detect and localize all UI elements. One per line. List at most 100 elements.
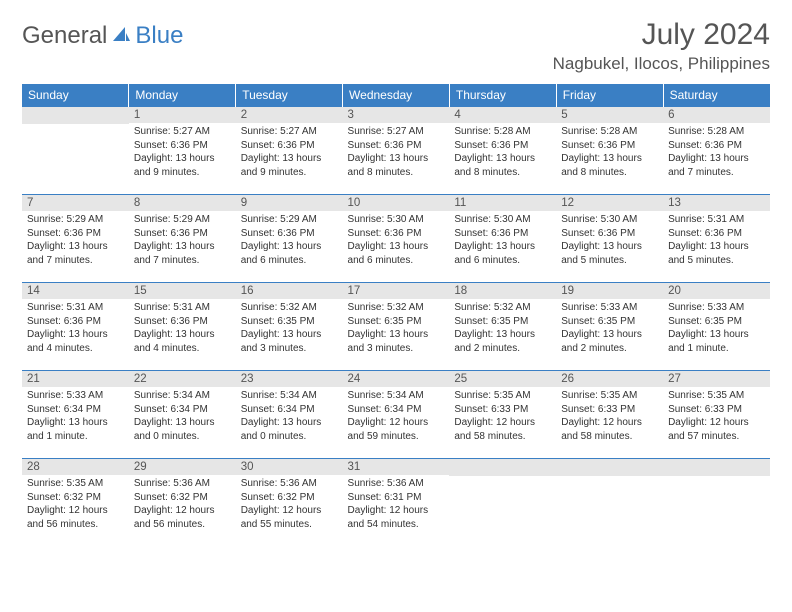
day-details: Sunrise: 5:34 AMSunset: 6:34 PMDaylight:…: [129, 387, 236, 445]
sunset-text: Sunset: 6:36 PM: [561, 227, 658, 241]
sunset-text: Sunset: 6:33 PM: [561, 403, 658, 417]
sunset-text: Sunset: 6:35 PM: [668, 315, 765, 329]
sunrise-text: Sunrise: 5:36 AM: [241, 477, 338, 491]
weekday-header: Saturday: [663, 84, 770, 107]
sunset-text: Sunset: 6:35 PM: [348, 315, 445, 329]
day-number: [22, 107, 129, 124]
sunrise-text: Sunrise: 5:33 AM: [668, 301, 765, 315]
day-number: 31: [343, 459, 450, 475]
day-number: 9: [236, 195, 343, 211]
sunrise-text: Sunrise: 5:34 AM: [348, 389, 445, 403]
day-details: Sunrise: 5:36 AMSunset: 6:31 PMDaylight:…: [343, 475, 450, 533]
daylight-text: Daylight: 13 hours and 2 minutes.: [561, 328, 658, 355]
day-number: 2: [236, 107, 343, 123]
daylight-text: Daylight: 12 hours and 56 minutes.: [27, 504, 124, 531]
sunset-text: Sunset: 6:34 PM: [134, 403, 231, 417]
day-details: Sunrise: 5:34 AMSunset: 6:34 PMDaylight:…: [236, 387, 343, 445]
daylight-text: Daylight: 13 hours and 3 minutes.: [348, 328, 445, 355]
sunrise-text: Sunrise: 5:27 AM: [134, 125, 231, 139]
day-details: Sunrise: 5:31 AMSunset: 6:36 PMDaylight:…: [663, 211, 770, 269]
daylight-text: Daylight: 13 hours and 5 minutes.: [668, 240, 765, 267]
day-details: Sunrise: 5:28 AMSunset: 6:36 PMDaylight:…: [449, 123, 556, 181]
sunset-text: Sunset: 6:36 PM: [454, 227, 551, 241]
calendar-day-cell: 8Sunrise: 5:29 AMSunset: 6:36 PMDaylight…: [129, 195, 236, 283]
sunset-text: Sunset: 6:35 PM: [241, 315, 338, 329]
sunrise-text: Sunrise: 5:28 AM: [668, 125, 765, 139]
sunrise-text: Sunrise: 5:35 AM: [668, 389, 765, 403]
day-details: Sunrise: 5:33 AMSunset: 6:34 PMDaylight:…: [22, 387, 129, 445]
daylight-text: Daylight: 12 hours and 59 minutes.: [348, 416, 445, 443]
sunset-text: Sunset: 6:36 PM: [134, 139, 231, 153]
daylight-text: Daylight: 13 hours and 6 minutes.: [241, 240, 338, 267]
day-number: 11: [449, 195, 556, 211]
daylight-text: Daylight: 12 hours and 58 minutes.: [561, 416, 658, 443]
calendar-day-cell: [22, 107, 129, 195]
day-number: 19: [556, 283, 663, 299]
sunset-text: Sunset: 6:32 PM: [241, 491, 338, 505]
sunset-text: Sunset: 6:33 PM: [454, 403, 551, 417]
calendar-week-row: 21Sunrise: 5:33 AMSunset: 6:34 PMDayligh…: [22, 371, 770, 459]
day-details: Sunrise: 5:31 AMSunset: 6:36 PMDaylight:…: [22, 299, 129, 357]
day-details: Sunrise: 5:32 AMSunset: 6:35 PMDaylight:…: [343, 299, 450, 357]
sunset-text: Sunset: 6:36 PM: [241, 227, 338, 241]
sunrise-text: Sunrise: 5:27 AM: [241, 125, 338, 139]
sunrise-text: Sunrise: 5:35 AM: [561, 389, 658, 403]
daylight-text: Daylight: 13 hours and 9 minutes.: [134, 152, 231, 179]
daylight-text: Daylight: 13 hours and 7 minutes.: [668, 152, 765, 179]
sunset-text: Sunset: 6:36 PM: [348, 139, 445, 153]
daylight-text: Daylight: 13 hours and 8 minutes.: [348, 152, 445, 179]
day-number: 1: [129, 107, 236, 123]
daylight-text: Daylight: 13 hours and 8 minutes.: [561, 152, 658, 179]
calendar-day-cell: 21Sunrise: 5:33 AMSunset: 6:34 PMDayligh…: [22, 371, 129, 459]
day-details: Sunrise: 5:27 AMSunset: 6:36 PMDaylight:…: [236, 123, 343, 181]
weekday-header: Thursday: [449, 84, 556, 107]
day-number: 22: [129, 371, 236, 387]
day-number: 7: [22, 195, 129, 211]
day-number: [449, 459, 556, 476]
location-label: Nagbukel, Ilocos, Philippines: [553, 54, 770, 74]
calendar-day-cell: 14Sunrise: 5:31 AMSunset: 6:36 PMDayligh…: [22, 283, 129, 371]
sunset-text: Sunset: 6:32 PM: [134, 491, 231, 505]
calendar-day-cell: 26Sunrise: 5:35 AMSunset: 6:33 PMDayligh…: [556, 371, 663, 459]
sunrise-text: Sunrise: 5:31 AM: [27, 301, 124, 315]
weekday-header: Sunday: [22, 84, 129, 107]
day-details: Sunrise: 5:32 AMSunset: 6:35 PMDaylight:…: [449, 299, 556, 357]
sunrise-text: Sunrise: 5:28 AM: [454, 125, 551, 139]
sunrise-text: Sunrise: 5:32 AM: [454, 301, 551, 315]
calendar-day-cell: 20Sunrise: 5:33 AMSunset: 6:35 PMDayligh…: [663, 283, 770, 371]
day-details: Sunrise: 5:29 AMSunset: 6:36 PMDaylight:…: [22, 211, 129, 269]
day-details: Sunrise: 5:35 AMSunset: 6:33 PMDaylight:…: [449, 387, 556, 445]
daylight-text: Daylight: 13 hours and 7 minutes.: [134, 240, 231, 267]
calendar-day-cell: 12Sunrise: 5:30 AMSunset: 6:36 PMDayligh…: [556, 195, 663, 283]
day-details: Sunrise: 5:27 AMSunset: 6:36 PMDaylight:…: [129, 123, 236, 181]
weekday-header-row: Sunday Monday Tuesday Wednesday Thursday…: [22, 84, 770, 107]
day-number: 23: [236, 371, 343, 387]
day-details: Sunrise: 5:36 AMSunset: 6:32 PMDaylight:…: [236, 475, 343, 533]
sunset-text: Sunset: 6:31 PM: [348, 491, 445, 505]
sunrise-text: Sunrise: 5:34 AM: [241, 389, 338, 403]
sunrise-text: Sunrise: 5:30 AM: [454, 213, 551, 227]
sunrise-text: Sunrise: 5:36 AM: [134, 477, 231, 491]
sunrise-text: Sunrise: 5:30 AM: [561, 213, 658, 227]
day-details: Sunrise: 5:31 AMSunset: 6:36 PMDaylight:…: [129, 299, 236, 357]
day-number: 18: [449, 283, 556, 299]
logo: General Blue: [22, 18, 183, 50]
sunrise-text: Sunrise: 5:27 AM: [348, 125, 445, 139]
sunrise-text: Sunrise: 5:35 AM: [454, 389, 551, 403]
calendar-week-row: 14Sunrise: 5:31 AMSunset: 6:36 PMDayligh…: [22, 283, 770, 371]
calendar-day-cell: 2Sunrise: 5:27 AMSunset: 6:36 PMDaylight…: [236, 107, 343, 195]
calendar-week-row: 1Sunrise: 5:27 AMSunset: 6:36 PMDaylight…: [22, 107, 770, 195]
day-number: [556, 459, 663, 476]
sunrise-text: Sunrise: 5:33 AM: [27, 389, 124, 403]
calendar-day-cell: 9Sunrise: 5:29 AMSunset: 6:36 PMDaylight…: [236, 195, 343, 283]
header: General Blue July 2024 Nagbukel, Ilocos,…: [22, 18, 770, 74]
day-number: 24: [343, 371, 450, 387]
daylight-text: Daylight: 12 hours and 54 minutes.: [348, 504, 445, 531]
sunset-text: Sunset: 6:36 PM: [561, 139, 658, 153]
day-number: 4: [449, 107, 556, 123]
calendar-day-cell: 28Sunrise: 5:35 AMSunset: 6:32 PMDayligh…: [22, 459, 129, 547]
sunset-text: Sunset: 6:34 PM: [241, 403, 338, 417]
header-right: July 2024 Nagbukel, Ilocos, Philippines: [553, 18, 770, 74]
calendar-day-cell: 19Sunrise: 5:33 AMSunset: 6:35 PMDayligh…: [556, 283, 663, 371]
daylight-text: Daylight: 13 hours and 1 minute.: [668, 328, 765, 355]
